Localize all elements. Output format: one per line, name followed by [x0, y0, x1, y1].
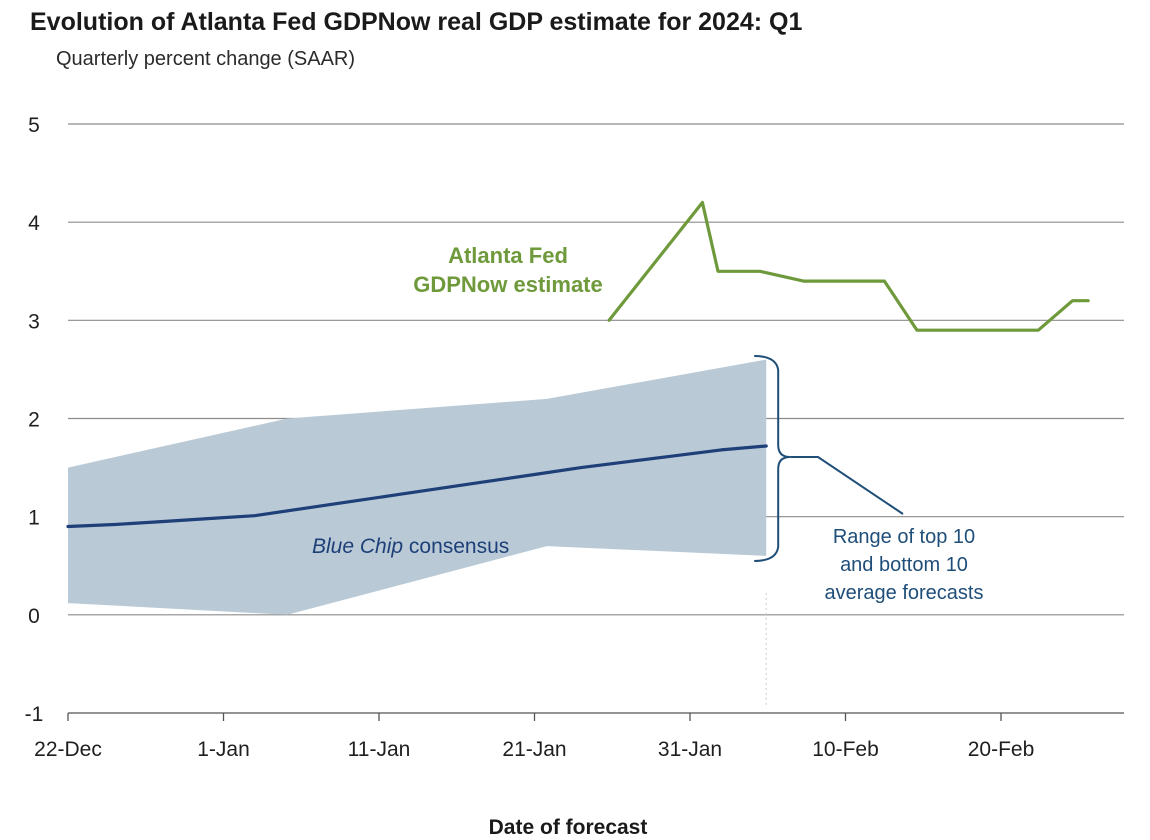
y-tick-label: 2 — [28, 409, 40, 432]
y-tick-label: 5 — [28, 114, 40, 137]
x-axis: 22-Dec 1-Jan 11-Jan 21-Jan 31-Jan 10-Feb 20-Fe… — [34, 712, 1124, 839]
gdpnow-label-line: Atlanta Fed — [448, 243, 568, 268]
consensus-label-italic: Blue Chip — [312, 535, 403, 558]
y-tick-label: 1 — [28, 507, 40, 530]
consensus-series-label: Blue Chip consensus — [312, 535, 509, 558]
x-tick-label: 1-Jan — [197, 738, 250, 761]
x-tick-label: 22-Dec — [34, 738, 102, 761]
y-tick-label: -1 — [25, 703, 44, 726]
series-layer — [66, 200, 1090, 529]
gdpnow-series-label: Atlanta Fed GDPNow estimate — [413, 243, 603, 297]
annotations: Atlanta Fed GDPNow estimate Blue Chip cons… — [312, 243, 983, 604]
range-label-line: Range of top 10 — [833, 526, 975, 548]
chart-title: Evolution of Atlanta Fed GDPNow real GDP… — [30, 8, 803, 36]
range-band-layer — [68, 359, 767, 707]
range-band-area — [68, 359, 767, 615]
gdpnow-label-line: GDPNow estimate — [413, 272, 603, 297]
gdpnow-line — [607, 200, 1090, 332]
y-tick-label: 4 — [28, 212, 40, 235]
range-label-line: average forecasts — [825, 582, 984, 604]
x-tick-label: 31-Jan — [658, 738, 722, 761]
y-axis-labels: -1 0 1 2 3 4 5 — [25, 114, 44, 726]
range-leader-line — [790, 456, 904, 515]
x-tick-label: 11-Jan — [348, 738, 411, 761]
consensus-line — [66, 444, 768, 529]
range-band-label: Range of top 10 and bottom 10 average fore… — [825, 526, 984, 604]
x-tick-label: 10-Feb — [812, 738, 879, 761]
consensus-label-rest: consensus — [403, 535, 509, 558]
range-label-line: and bottom 10 — [840, 554, 968, 576]
y-tick-label: 3 — [28, 310, 40, 333]
chart-subtitle: Quarterly percent change (SAAR) — [56, 48, 356, 70]
y-tick-label: 0 — [28, 605, 40, 628]
x-tick-label: 21-Jan — [502, 738, 566, 761]
x-tick-label: 20-Feb — [968, 738, 1035, 761]
x-axis-title: Date of forecast — [489, 816, 648, 839]
